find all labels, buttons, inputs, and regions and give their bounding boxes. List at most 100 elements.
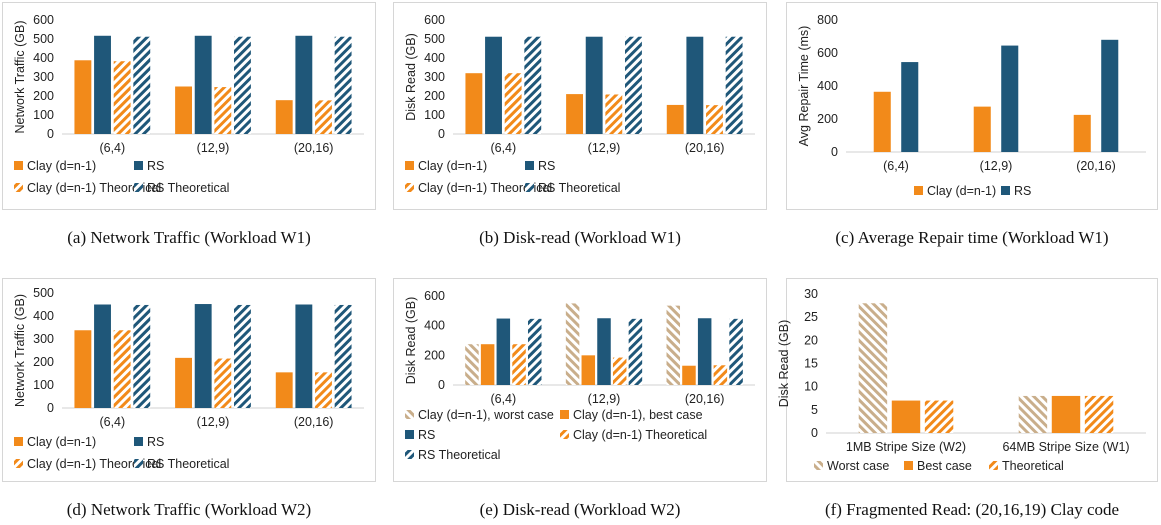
legend-swatch bbox=[134, 437, 143, 446]
y-tick-label: 800 bbox=[817, 13, 838, 27]
bar bbox=[612, 357, 627, 385]
legend-label: Best case bbox=[917, 459, 972, 473]
bar bbox=[175, 357, 192, 408]
bar bbox=[585, 36, 603, 134]
legend-label: RS bbox=[538, 159, 555, 173]
bar bbox=[924, 400, 954, 433]
bar bbox=[666, 104, 684, 134]
legend-label: RS bbox=[1014, 184, 1031, 198]
y-tick-label: 100 bbox=[33, 378, 54, 392]
legend-label: RS Theoretical bbox=[538, 181, 620, 195]
bar bbox=[334, 36, 352, 134]
bar bbox=[706, 105, 723, 134]
bar bbox=[901, 62, 919, 153]
x-tick-label: 1MB Stripe Size (W2) bbox=[846, 440, 966, 454]
legend-swatch bbox=[134, 183, 143, 192]
y-tick-label: 600 bbox=[817, 46, 838, 60]
bar bbox=[1084, 395, 1114, 433]
bar bbox=[214, 87, 232, 134]
bar bbox=[686, 36, 704, 134]
legend-swatch bbox=[560, 430, 569, 439]
bar bbox=[133, 36, 151, 134]
bar bbox=[113, 61, 131, 135]
y-axis-label: Disk Read (GB) bbox=[404, 33, 418, 121]
x-tick-label: (20,16) bbox=[685, 141, 725, 155]
y-tick-label: 5 bbox=[811, 403, 818, 417]
x-tick-label: 64MB Stripe Size (W1) bbox=[1002, 440, 1129, 454]
y-tick-label: 0 bbox=[438, 127, 445, 141]
bar bbox=[666, 305, 681, 385]
bar bbox=[524, 36, 542, 134]
legend-label: RS Theoretical bbox=[147, 457, 229, 471]
y-tick-label: 300 bbox=[33, 332, 54, 346]
legend-swatch bbox=[134, 161, 143, 170]
chart-disk-read-w2: 0 200 400 600 Disk Read (GB) (6,4) (12,9) (20,1… bbox=[393, 278, 767, 482]
y-tick-label: 500 bbox=[33, 286, 54, 300]
bar bbox=[625, 36, 642, 134]
bar bbox=[275, 100, 293, 134]
legend-swatch bbox=[525, 161, 534, 170]
legend-label: RS bbox=[147, 159, 164, 173]
bar bbox=[275, 372, 293, 408]
caption-d: (d) Network Traffic (Workload W2) bbox=[66, 500, 312, 519]
y-tick-label: 0 bbox=[47, 127, 54, 141]
bar bbox=[94, 304, 111, 408]
y-tick-label: 200 bbox=[33, 89, 54, 103]
bar bbox=[485, 36, 502, 134]
y-tick-label: 0 bbox=[438, 378, 445, 392]
chart-svg: 0 100 200 300 400 500 600 Network Traffic (GB) (… bbox=[2, 2, 376, 210]
legend-label: Clay (d=n-1) Theoretical bbox=[573, 428, 707, 442]
bar bbox=[295, 35, 313, 134]
bar bbox=[697, 318, 712, 385]
legend-label: Clay (d=n-1) Theoretical bbox=[27, 181, 161, 195]
bar bbox=[1073, 114, 1091, 152]
legend-label: Clay (d=n-1) Theoretical bbox=[418, 181, 552, 195]
y-axis-label: Network Traffic (GB) bbox=[13, 294, 27, 407]
y-tick-label: 0 bbox=[47, 401, 54, 415]
y-tick-label: 600 bbox=[33, 13, 54, 27]
y-tick-label: 10 bbox=[804, 380, 818, 394]
chart-svg: 0 5 10 15 20 25 30 Disk Read (GB) 1MB Stripe Siz… bbox=[777, 278, 1158, 482]
bar bbox=[682, 365, 696, 385]
y-axis-label: Network Traffic (GB) bbox=[13, 21, 27, 134]
bar bbox=[74, 60, 92, 134]
bar bbox=[175, 86, 192, 134]
bar bbox=[973, 106, 991, 152]
bar bbox=[214, 358, 232, 408]
bar bbox=[334, 304, 352, 408]
bar bbox=[234, 36, 251, 134]
bar bbox=[527, 318, 542, 385]
y-tick-label: 0 bbox=[831, 145, 838, 159]
y-tick-label: 300 bbox=[424, 70, 445, 84]
legend-label: RS bbox=[418, 428, 435, 442]
legend-swatch bbox=[405, 450, 414, 459]
bar bbox=[729, 318, 743, 385]
caption-f: (f) Fragmented Read: (20,16,19) Clay cod… bbox=[824, 500, 1120, 519]
chart-svg: 0 100 200 300 400 500 600 Disk Read (GB) (6,4) (1… bbox=[393, 2, 767, 210]
bar bbox=[113, 330, 131, 408]
bar bbox=[1001, 45, 1019, 153]
legend-swatch bbox=[405, 430, 414, 439]
x-tick-label: (12,9) bbox=[588, 141, 621, 155]
y-tick-label: 30 bbox=[804, 287, 818, 301]
y-tick-label: 100 bbox=[424, 108, 445, 122]
legend-swatch bbox=[1001, 186, 1010, 195]
y-tick-label: 400 bbox=[424, 319, 445, 333]
y-tick-label: 25 bbox=[804, 310, 818, 324]
bar bbox=[605, 94, 623, 134]
legend-label: Clay (d=n-1) bbox=[27, 159, 96, 173]
legend-swatch bbox=[560, 410, 569, 419]
y-axis-label: Disk Read (GB) bbox=[777, 320, 791, 408]
bar bbox=[891, 400, 921, 433]
bar bbox=[133, 304, 151, 408]
y-tick-label: 200 bbox=[33, 355, 54, 369]
bar bbox=[74, 330, 92, 408]
bar bbox=[628, 318, 643, 385]
y-tick-label: 600 bbox=[424, 13, 445, 27]
legend-label: RS Theoretical bbox=[147, 181, 229, 195]
y-axis-label: Avg Repair Time (ms) bbox=[797, 26, 811, 147]
bar bbox=[94, 35, 111, 134]
legend-swatch bbox=[405, 161, 414, 170]
y-tick-label: 200 bbox=[817, 112, 838, 126]
chart-avg-repair-time-w1: 0 200 400 600 800 Avg Repair Time (ms) (6,4) (1… bbox=[786, 2, 1158, 210]
